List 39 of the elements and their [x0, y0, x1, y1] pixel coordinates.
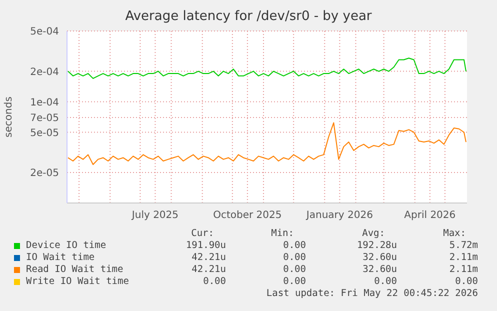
line-series — [68, 58, 466, 79]
text: 0.00 — [283, 264, 306, 275]
legend-label: Device IO time — [26, 240, 106, 251]
y-axis-title: seconds — [4, 96, 15, 138]
legend-label: IO Wait time — [26, 252, 95, 263]
text: Min: — [271, 228, 294, 239]
text: 5.72m — [449, 240, 478, 251]
text: Max: — [443, 228, 466, 239]
text: 0.00 — [203, 276, 226, 287]
x-tick-label: January 2026 — [305, 210, 373, 222]
text: 42.21u — [192, 264, 226, 275]
text: 191.90u — [186, 240, 226, 251]
text: 2.11m — [449, 264, 478, 275]
y-tick-label: 2e-05 — [30, 168, 59, 180]
text: 0.00 — [283, 276, 306, 287]
text: 0.00 — [283, 252, 306, 263]
text: 32.60u — [362, 264, 397, 275]
text: Cur: — [191, 228, 214, 239]
chart-title: Average latency for /dev/sr0 - by year — [124, 9, 373, 24]
y-tick-label: 7e-05 — [30, 112, 59, 124]
legend-label: Read IO Wait time — [26, 264, 124, 275]
line-series — [68, 122, 466, 166]
y-tick-label: 1e-04 — [30, 97, 59, 108]
text: Last update: Fri May 22 00:45:22 2026 — [266, 288, 478, 299]
text: 32.60u — [362, 252, 397, 263]
x-tick-label: April 2026 — [404, 210, 456, 222]
x-tick-label: July 2025 — [130, 210, 179, 222]
y-tick-label: 5e-04 — [30, 26, 59, 38]
text: 0.00 — [283, 240, 306, 251]
text: 0.00 — [455, 276, 478, 287]
text: 0.00 — [374, 276, 397, 287]
y-tick-label: 5e-05 — [30, 128, 59, 139]
text: Avg: — [362, 228, 385, 239]
text: 192.28u — [356, 240, 397, 251]
y-tick-label: 2e-04 — [30, 66, 59, 78]
x-tick-label: October 2025 — [213, 210, 282, 222]
text: 42.21u — [192, 252, 226, 263]
text: 2.11m — [449, 252, 478, 263]
legend-label: Write IO Wait time — [26, 276, 129, 287]
